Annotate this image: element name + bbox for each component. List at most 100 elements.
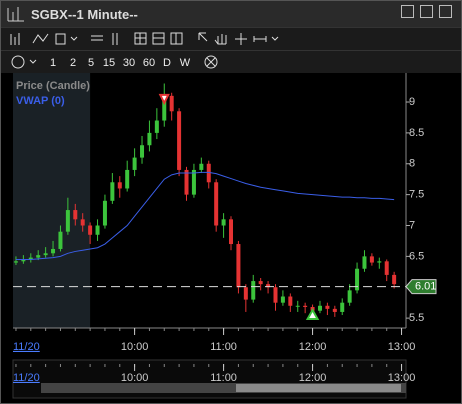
period-button[interactable]: 1 [50, 57, 56, 69]
scrollbar[interactable] [41, 383, 406, 393]
period-button[interactable]: W [180, 57, 191, 69]
last-price-tag [405, 279, 437, 295]
menu-icon[interactable] [70, 36, 78, 41]
candle-body [236, 244, 241, 288]
candle-body [36, 255, 41, 258]
candle-body [110, 182, 115, 201]
candle-body [125, 169, 130, 189]
pointer-icon[interactable] [198, 32, 208, 42]
study-icon[interactable] [55, 33, 66, 45]
candle-body [392, 274, 397, 285]
candle-body [154, 120, 159, 133]
vwap-line [15, 171, 395, 260]
candle-body [369, 256, 374, 263]
candle-body [169, 95, 174, 112]
candle-body [73, 210, 78, 220]
minimize-button[interactable] [401, 5, 414, 18]
legend-entry: Price (Candle) [16, 80, 90, 92]
date-label: 11/20 [13, 372, 40, 384]
window-title: SGBX--1 Minute-- [31, 7, 138, 22]
navigator-tick-label: 11:00 [210, 372, 237, 384]
candle-body [214, 182, 219, 226]
grid-icon[interactable] [134, 32, 147, 45]
candle-body [384, 261, 389, 275]
candle-body [140, 145, 145, 158]
candle-body [243, 287, 248, 300]
candle-body [340, 302, 345, 312]
navigator-tick-label: 12:00 [299, 372, 327, 384]
candle-body [88, 225, 93, 235]
candle-body [102, 200, 107, 226]
bar-icon[interactable] [10, 33, 20, 45]
candle-body [377, 261, 382, 263]
candle-body [117, 182, 122, 189]
line-icon[interactable] [32, 33, 49, 44]
scroll-thumb[interactable] [236, 384, 401, 392]
x-tick-label: 13:00 [388, 341, 416, 353]
x-tick-label: 12:00 [299, 341, 327, 353]
period-button[interactable]: D [163, 57, 171, 69]
menu-icon[interactable] [29, 59, 37, 64]
vline-icon[interactable] [112, 33, 118, 45]
split-icon[interactable] [152, 32, 165, 45]
candle-body [147, 132, 152, 146]
toolbar [1, 27, 461, 50]
candle-body [80, 219, 85, 226]
title-bar: SGBX--1 Minute-- [1, 1, 461, 27]
candle-body [28, 257, 33, 260]
clock-icon[interactable] [11, 55, 25, 69]
period-button[interactable]: 15 [103, 57, 115, 69]
period-icons: 1 2 5 15 30 60 D W [11, 55, 218, 69]
candle-body [317, 305, 322, 311]
menu-icon[interactable] [271, 36, 279, 41]
candle-body [95, 225, 100, 235]
last-price-label: 6.01 [415, 281, 436, 293]
measure-icon[interactable] [253, 36, 267, 42]
candle-body [51, 248, 56, 254]
cancel-icon[interactable] [204, 55, 218, 69]
signal-marker [305, 307, 320, 321]
x-tick-label: 11:00 [210, 341, 237, 353]
toolbar-icons [10, 32, 279, 45]
close-button[interactable] [439, 5, 452, 18]
crosshair-icon[interactable] [235, 33, 247, 45]
y-tick-label: 6.5 [409, 250, 424, 262]
candle-body [325, 305, 330, 309]
candle-body [288, 296, 293, 306]
y-tick-label: 9 [409, 96, 415, 108]
period-bar: 1 2 5 15 30 60 D W [1, 50, 461, 73]
candle-body [347, 290, 352, 303]
candle-body [21, 259, 26, 262]
candle-body [13, 261, 18, 263]
split-v-icon[interactable] [170, 32, 183, 45]
candle-body [191, 169, 196, 195]
candle-body [280, 296, 285, 303]
maximize-button[interactable] [420, 5, 433, 18]
hand-icon[interactable] [214, 34, 227, 45]
y-tick-label: 8.5 [409, 127, 424, 139]
hline-icon[interactable] [91, 35, 103, 41]
cancel-icon[interactable] [206, 57, 216, 67]
period-button[interactable]: 2 [70, 57, 76, 69]
candle-body [132, 157, 137, 170]
signal-marker [158, 93, 170, 106]
x-tick-label: 10:00 [121, 341, 149, 353]
candle-body [65, 210, 70, 232]
y-tick-label: 8 [409, 158, 415, 170]
period-button[interactable]: 5 [88, 57, 94, 69]
period-button[interactable]: 60 [143, 57, 155, 69]
candle-body [177, 111, 182, 170]
candle-body [258, 281, 263, 285]
candle-body [229, 219, 234, 245]
candle-body [43, 253, 48, 256]
candle-body [206, 163, 211, 183]
period-button[interactable]: 30 [123, 57, 135, 69]
candle-body [184, 169, 189, 195]
date-label: 11/20 [13, 341, 40, 353]
candle-body [362, 256, 367, 269]
navigator-tick-label: 10:00 [121, 372, 149, 384]
y-tick-label: 5.5 [409, 312, 424, 324]
candle-body [199, 163, 204, 170]
legend-entry: VWAP (0) [16, 95, 65, 107]
